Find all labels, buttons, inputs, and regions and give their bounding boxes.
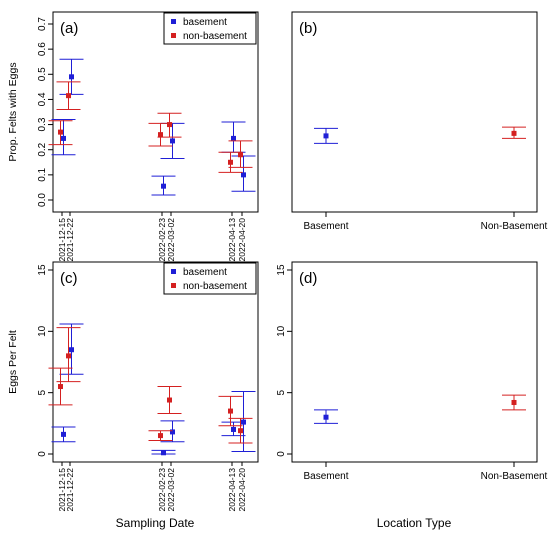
legend-label-basement: basement bbox=[183, 267, 227, 278]
data-point-non-basement bbox=[66, 93, 71, 99]
x-tick-label: Non-Basement bbox=[481, 471, 548, 482]
y-axis-label-a: Prop. Felts with Eggs bbox=[7, 62, 19, 161]
data-point-non-basement bbox=[58, 384, 63, 390]
y-tick-label: 0.4 bbox=[37, 92, 48, 106]
x-tick-label: 2022-02-23 bbox=[157, 218, 167, 262]
y-axis-label-c: Eggs Per Felt bbox=[7, 330, 19, 394]
data-point-non-basement bbox=[158, 132, 163, 138]
y-tick-label: 0.2 bbox=[37, 142, 48, 156]
data-point-non-basement bbox=[228, 408, 233, 414]
x-tick-label: 2022-03-02 bbox=[166, 218, 176, 262]
data-point-non-basement bbox=[66, 353, 71, 359]
panel-label-c: (c) bbox=[60, 270, 78, 287]
data-point-non-basement bbox=[167, 397, 172, 403]
panel-label-a: (a) bbox=[60, 20, 78, 37]
x-axis-title-left: Sampling Date bbox=[116, 516, 195, 530]
data-point-basement bbox=[231, 426, 236, 432]
data-point-basement bbox=[69, 74, 74, 80]
legend-label-non-basement: non-basement bbox=[183, 31, 247, 42]
data-point-basement bbox=[241, 419, 246, 425]
x-tick-label: 2021-12-15 bbox=[57, 468, 67, 512]
data-point-basement bbox=[241, 172, 246, 178]
data-point-basement bbox=[69, 347, 74, 353]
panel-label-b: (b) bbox=[299, 20, 317, 37]
legend-box bbox=[163, 12, 257, 45]
plot-frame-c bbox=[52, 261, 259, 463]
y-tick-label: 10 bbox=[276, 325, 287, 337]
panel-label-d: (d) bbox=[299, 270, 317, 287]
y-tick-label: 10 bbox=[37, 325, 48, 337]
legend-label-non-basement: non-basement bbox=[183, 281, 247, 292]
data-point-basement bbox=[170, 429, 175, 435]
legend-a: basement non-basement bbox=[163, 12, 257, 45]
y-tick-label: 0.1 bbox=[37, 167, 48, 181]
data-point-non-basement bbox=[228, 159, 233, 165]
data-point-basement bbox=[61, 135, 66, 141]
y-tick-label: 0.7 bbox=[37, 17, 48, 31]
legend-box bbox=[163, 262, 257, 295]
y-tick-label: 0.6 bbox=[37, 42, 48, 56]
x-tick-label: 2021-12-22 bbox=[65, 218, 75, 262]
y-tick-label: 5 bbox=[37, 389, 48, 395]
data-point-basement bbox=[323, 133, 329, 139]
legend-marker-basement bbox=[171, 269, 176, 274]
y-tick-label: 0.0 bbox=[37, 193, 48, 207]
y-tick-label: 15 bbox=[37, 264, 48, 276]
x-tick-label: 2022-04-20 bbox=[237, 468, 247, 512]
data-point-basement bbox=[61, 431, 66, 437]
x-axis-title-right: Location Type bbox=[377, 516, 452, 530]
data-point-non-basement bbox=[238, 428, 243, 434]
y-tick-label: 15 bbox=[276, 264, 287, 276]
x-tick-label: 2022-04-13 bbox=[227, 218, 237, 262]
y-tick-label: 0 bbox=[276, 451, 287, 457]
legend-marker-basement bbox=[171, 19, 176, 24]
x-tick-label: 2022-04-20 bbox=[237, 218, 247, 262]
y-tick-label: 0 bbox=[37, 451, 48, 457]
x-tick-label: 2021-12-15 bbox=[57, 218, 67, 262]
x-tick-label: 2021-12-22 bbox=[65, 468, 75, 512]
data-point-basement bbox=[161, 183, 166, 189]
data-point-non-basement bbox=[511, 399, 517, 405]
legend-marker-non-basement bbox=[171, 283, 176, 288]
legend-marker-non-basement bbox=[171, 33, 176, 38]
y-tick-label: 0.5 bbox=[37, 67, 48, 81]
data-point-non-basement bbox=[238, 152, 243, 158]
y-tick-label: 5 bbox=[276, 389, 287, 395]
legend-c: basement non-basement bbox=[163, 262, 257, 295]
x-tick-label: Basement bbox=[303, 471, 348, 482]
x-tick-label: 2022-03-02 bbox=[166, 468, 176, 512]
data-point-non-basement bbox=[58, 129, 63, 135]
plot-frame-a bbox=[52, 11, 259, 213]
data-point-basement bbox=[161, 450, 166, 456]
data-point-basement bbox=[170, 138, 175, 144]
data-point-basement bbox=[323, 414, 329, 420]
chart-marks: 0.00.10.20.30.40.50.60.72021-12-152021-1… bbox=[37, 17, 548, 512]
data-point-basement bbox=[231, 135, 236, 141]
x-tick-label: Non-Basement bbox=[481, 221, 548, 232]
legend-label-basement: basement bbox=[183, 17, 227, 28]
x-tick-label: 2022-04-13 bbox=[227, 468, 237, 512]
y-tick-label: 0.3 bbox=[37, 117, 48, 131]
plot-frame-d bbox=[291, 261, 538, 463]
plot-frame-b bbox=[291, 11, 538, 213]
x-tick-label: Basement bbox=[303, 221, 348, 232]
data-point-non-basement bbox=[511, 130, 517, 136]
data-point-non-basement bbox=[158, 433, 163, 439]
x-tick-label: 2022-02-23 bbox=[157, 468, 167, 512]
data-point-non-basement bbox=[167, 122, 172, 128]
